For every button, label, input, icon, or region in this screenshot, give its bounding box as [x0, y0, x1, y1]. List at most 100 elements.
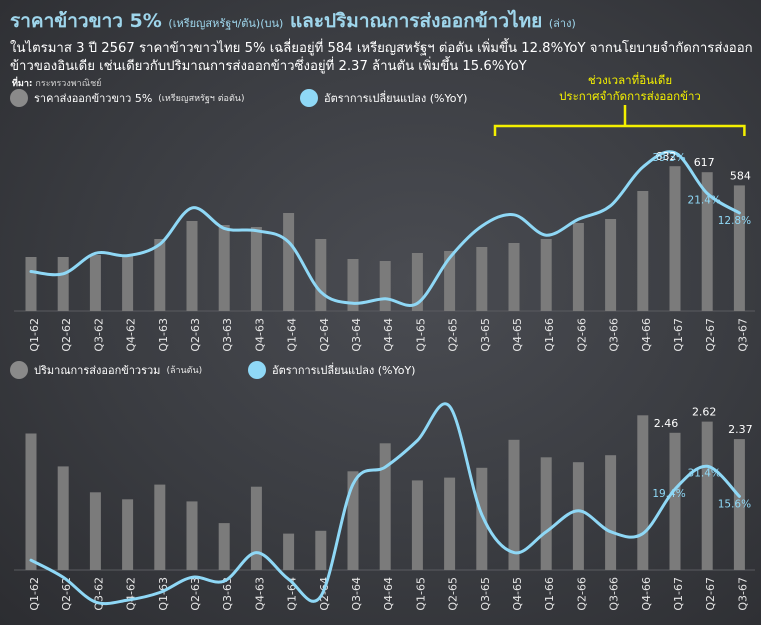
bottom-bar-data-label: 2.46 [654, 417, 679, 430]
legend-bar-swatch-icon [10, 89, 28, 107]
source-value: กระทรวงพาณิชย์ [35, 79, 102, 89]
top-bar [315, 239, 327, 311]
legend-bottom-bar: ปริมาณการส่งออกข้าวรวม (ล้านตัน) [10, 361, 202, 379]
bottom-bar [701, 421, 713, 570]
bottom-x-tick-label: Q4-64 [382, 577, 395, 611]
top-x-tick-label: Q1-64 [286, 318, 299, 352]
top-yoy-line [29, 150, 741, 307]
top-x-tick-label: Q4-63 [253, 318, 266, 352]
top-bar-data-label: 617 [694, 156, 715, 169]
top-x-tick-label: Q4-66 [640, 318, 653, 352]
bottom-x-tick-label: Q2-64 [318, 577, 331, 611]
top-bar [540, 239, 552, 311]
top-line-data-label: 39.3% [652, 152, 685, 164]
legend-bottom-line-label: อัตราการเปลี่ยนแปลง (%YoY) [272, 364, 416, 377]
bottom-x-tick-label: Q1-67 [672, 577, 685, 611]
bottom-x-tick-label: Q2-63 [189, 577, 202, 611]
top-bar [89, 255, 101, 311]
bottom-x-tick-label: Q1-62 [28, 577, 41, 611]
annotation-bracket [493, 124, 746, 136]
legend-top-bar: ราคาส่งออกข้าวขาว 5% (เหรียญสหรัฐฯ ต่อตั… [10, 89, 244, 107]
top-bar [637, 191, 649, 311]
bottom-bar [572, 462, 584, 570]
top-bar [669, 166, 681, 311]
bottom-bar [476, 467, 488, 570]
bottom-bar [444, 477, 456, 570]
top-bar [733, 185, 745, 311]
description: ในไตรมาส 3 ปี 2567 ราคาข้าวขาวไทย 5% เฉล… [10, 41, 753, 74]
bottom-yoy-line [29, 402, 741, 606]
bottom-x-tick-label: Q1-66 [543, 577, 556, 611]
top-bar [476, 247, 488, 311]
bottom-bar [540, 457, 552, 570]
legend-top-line-label: อัตราการเปลี่ยนแปลง (%YoY) [324, 92, 468, 105]
annotation-line-1: ช่วงเวลาที่อินเดีย [587, 73, 673, 87]
top-bar [572, 223, 584, 311]
bottom-bar-data-label: 2.62 [692, 406, 717, 419]
bottom-x-tick-label: Q3-63 [221, 577, 234, 611]
title-main: ราคาข้าวขาว 5% [10, 10, 162, 32]
bottom-bar [122, 499, 134, 570]
top-x-tick-label: Q2-67 [704, 318, 717, 352]
legend-top-line: อัตราการเปลี่ยนแปลง (%YoY) [300, 89, 467, 107]
top-x-tick-label: Q1-65 [414, 318, 427, 352]
annotation-line-2: ประกาศจำกัดการส่งออกข้าว [559, 89, 701, 103]
top-x-tick-label: Q2-64 [318, 318, 331, 352]
bottom-line-data-label: 31.4% [688, 467, 721, 479]
top-x-tick-label: Q2-63 [189, 318, 202, 352]
top-bar [154, 239, 166, 311]
chart-title: ราคาข้าวขาว 5% (เหรียญสหรัฐฯ/ตัน)(บน) แล… [10, 6, 576, 36]
bottom-bar [89, 492, 101, 570]
top-x-tick-label: Q3-65 [479, 318, 492, 352]
source-label: ที่มา: [12, 79, 33, 89]
legend-top-bar-unit: (เหรียญสหรัฐฯ ต่อตัน) [158, 94, 245, 104]
bottom-bar [315, 530, 327, 570]
bottom-x-tick-label: Q3-64 [350, 577, 363, 611]
top-bar [508, 243, 520, 311]
bottom-bar [508, 439, 520, 570]
bottom-line-data-label: 15.6% [718, 498, 751, 510]
bottom-bar [154, 484, 166, 570]
title-part-bottom: (ล่าง) [548, 17, 576, 30]
legend-bottom-bar-unit: (ล้านตัน) [166, 366, 203, 376]
bottom-x-tick-label: Q4-62 [125, 577, 138, 611]
top-line-data-label: 12.8% [718, 215, 751, 227]
top-bar [57, 257, 69, 311]
bottom-bar [25, 433, 37, 570]
top-bar [283, 213, 295, 311]
bottom-x-tick-label: Q3-66 [608, 577, 621, 611]
bottom-x-tick-label: Q2-65 [447, 577, 460, 611]
bottom-bar [637, 415, 649, 570]
top-x-tick-label: Q1-67 [672, 318, 685, 352]
top-x-tick-label: Q2-62 [60, 318, 73, 352]
bottom-x-tick-label: Q2-67 [704, 577, 717, 611]
bottom-bar-data-label: 2.37 [728, 423, 753, 436]
top-bar [411, 253, 423, 311]
india-ban-annotation: ช่วงเวลาที่อินเดีย ประกาศจำกัดการส่งออกข… [510, 72, 750, 104]
top-bar [444, 251, 456, 311]
top-bar [250, 227, 262, 311]
bottom-x-tick-label: Q4-66 [640, 577, 653, 611]
legend-line-swatch-icon [300, 89, 318, 107]
bottom-bar [733, 439, 745, 570]
title-main-2: และปริมาณการส่งออกข้าวไทย [289, 10, 543, 32]
bottom-line-data-label: 19.4% [652, 488, 685, 500]
top-x-tick-label: Q1-62 [28, 318, 41, 352]
top-x-tick-label: Q1-66 [543, 318, 556, 352]
top-x-tick-label: Q4-65 [511, 318, 524, 352]
top-bar-data-label: 584 [730, 169, 751, 182]
bottom-x-tick-label: Q1-65 [414, 577, 427, 611]
top-x-tick-label: Q3-62 [92, 318, 105, 352]
title-unit: (เหรียญสหรัฐฯ/ตัน) [168, 17, 261, 30]
top-x-tick-label: Q2-65 [447, 318, 460, 352]
bottom-bar [283, 533, 295, 570]
top-bar [186, 221, 198, 311]
bottom-bar [250, 486, 262, 570]
bottom-x-tick-label: Q3-67 [736, 577, 749, 611]
legend-bar-swatch-icon [10, 361, 28, 379]
top-x-tick-label: Q4-62 [125, 318, 138, 352]
bottom-bar [411, 480, 423, 570]
legend-line-swatch-icon [248, 361, 266, 379]
top-x-tick-label: Q2-66 [575, 318, 588, 352]
top-bar [122, 255, 134, 311]
